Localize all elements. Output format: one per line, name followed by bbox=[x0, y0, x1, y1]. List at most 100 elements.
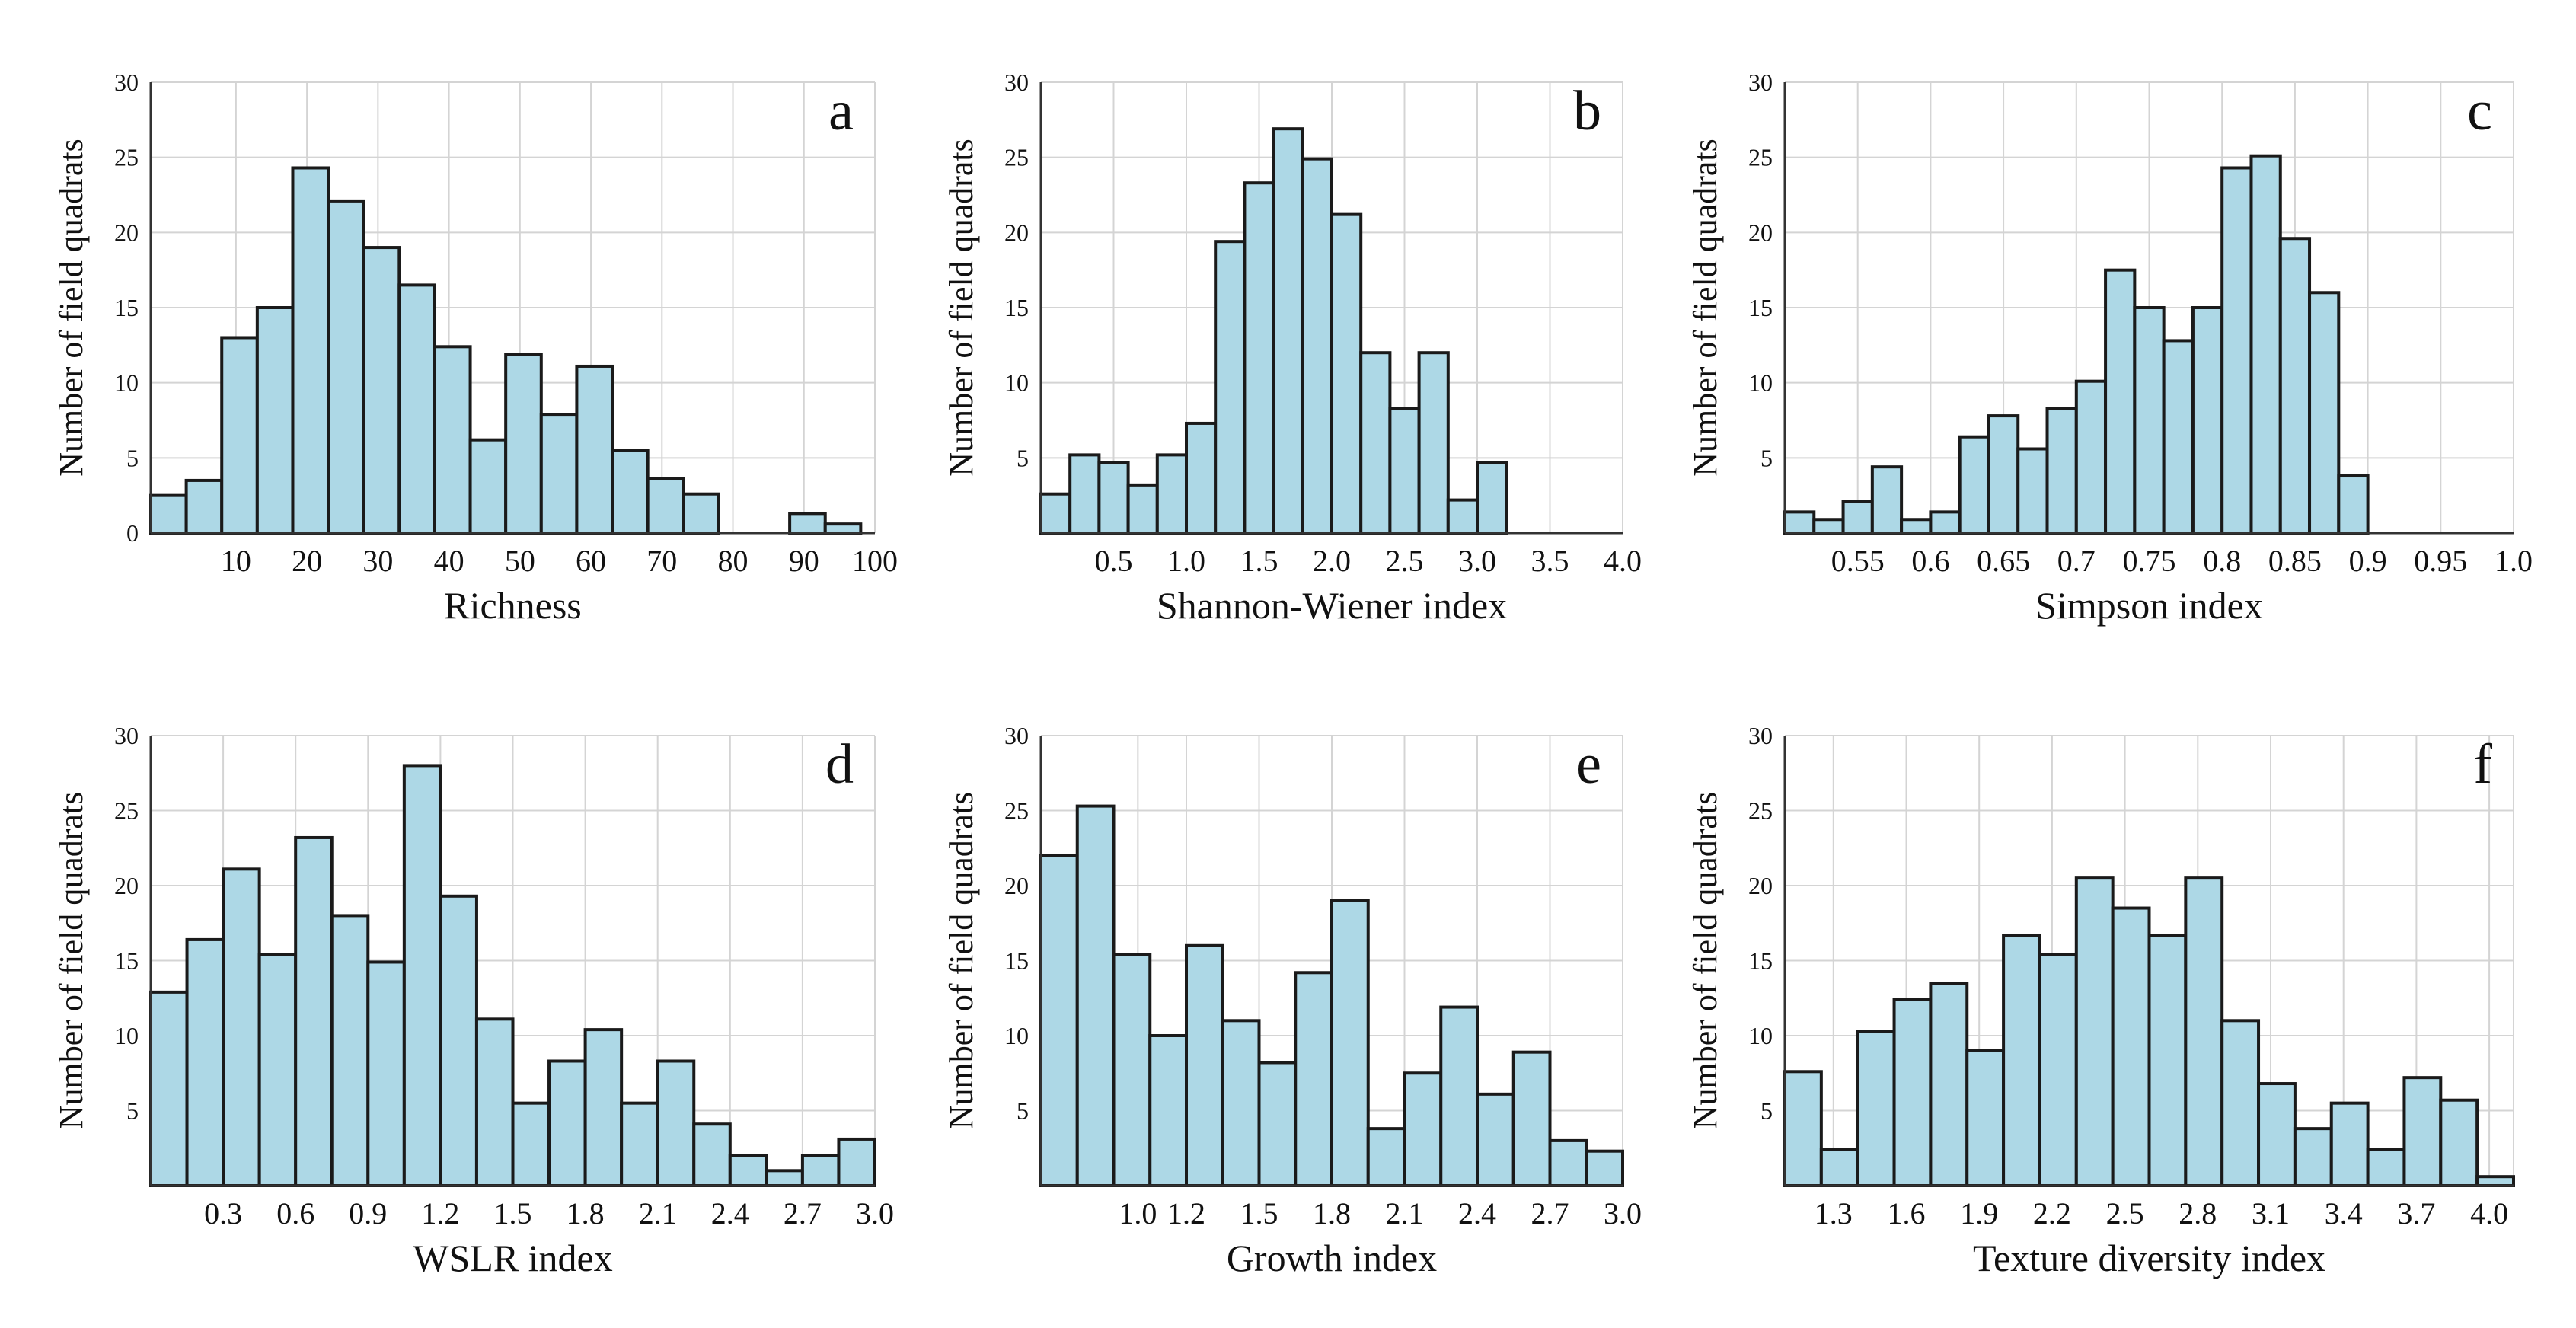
histogram-bar bbox=[397, 283, 436, 535]
x-tick-label: 1.8 bbox=[567, 1196, 605, 1231]
histogram-bar bbox=[2038, 953, 2078, 1187]
panel-letter: b bbox=[1573, 80, 1601, 142]
x-tick-label: 2.8 bbox=[2179, 1196, 2217, 1231]
x-tick-label: 80 bbox=[718, 544, 749, 578]
histogram-bar bbox=[1039, 492, 1072, 535]
histogram-bar bbox=[1841, 500, 1874, 535]
histogram-bar bbox=[1330, 212, 1363, 535]
histogram-bar bbox=[1783, 510, 1816, 535]
x-tick-label: 1.5 bbox=[1240, 544, 1278, 578]
y-tick-label: 20 bbox=[1004, 872, 1029, 899]
histogram-bar bbox=[575, 364, 614, 535]
x-tick-label: 0.6 bbox=[276, 1196, 314, 1231]
x-tick-label: 2.5 bbox=[1386, 544, 1424, 578]
x-tick-label: 100 bbox=[852, 544, 898, 578]
x-tick-label: 1.2 bbox=[421, 1196, 459, 1231]
histogram-bar bbox=[504, 353, 543, 535]
histogram-bar bbox=[1965, 1049, 2006, 1187]
histogram-bar bbox=[682, 492, 720, 535]
histogram-bar bbox=[220, 336, 259, 535]
histogram-panel-f: 1.3 1.6 1.9 2.2 2.5 2.8 3.1 3.4 3.7 4.0 5 10 15 20 25 3… bbox=[1687, 722, 2515, 1279]
histogram-bar bbox=[2184, 876, 2224, 1188]
histogram-bar bbox=[1783, 1070, 1823, 1188]
x-tick-label: 50 bbox=[505, 544, 535, 578]
histogram-bar bbox=[800, 1154, 841, 1187]
x-tick-label: 1.0 bbox=[2495, 544, 2533, 578]
y-axis-label: Number of field quadrats bbox=[1687, 139, 1724, 477]
histogram-bar bbox=[1929, 982, 1969, 1188]
histogram-bar bbox=[257, 953, 298, 1187]
y-tick-label: 20 bbox=[1004, 219, 1029, 246]
x-tick-label: 0.85 bbox=[2268, 544, 2322, 578]
histogram-bar bbox=[1366, 1127, 1406, 1188]
x-tick-label: 4.0 bbox=[1604, 544, 1642, 578]
x-tick-label: 1.8 bbox=[1313, 1196, 1351, 1231]
histogram-bar bbox=[823, 522, 863, 535]
x-axis-label: Texture diversity index bbox=[1973, 1237, 2325, 1279]
x-tick-label: 0.9 bbox=[349, 1196, 387, 1231]
histogram-bar bbox=[2402, 1076, 2443, 1188]
histogram-bar bbox=[1870, 465, 1904, 535]
y-axis-label: Number of field quadrats bbox=[53, 792, 90, 1130]
x-axis-label: Shannon-Wiener index bbox=[1157, 584, 1507, 627]
histogram-bar bbox=[728, 1154, 768, 1187]
histogram-bar bbox=[2439, 1098, 2479, 1187]
y-tick-label: 30 bbox=[114, 722, 139, 749]
x-tick-label: 4.0 bbox=[2470, 1196, 2508, 1231]
histogram-bar bbox=[1068, 453, 1101, 535]
histogram-bar bbox=[1075, 804, 1116, 1187]
x-tick-label: 1.5 bbox=[1240, 1196, 1278, 1231]
histogram-bar bbox=[2220, 166, 2253, 535]
histogram-bar bbox=[1987, 414, 2020, 535]
histogram-bar bbox=[2191, 306, 2224, 535]
histogram-bar bbox=[2249, 154, 2282, 535]
x-axis-label: Richness bbox=[444, 584, 582, 627]
histogram-bar bbox=[1900, 518, 1933, 535]
y-tick-label: 10 bbox=[114, 369, 139, 397]
histogram-bar bbox=[1243, 181, 1275, 535]
y-tick-label: 25 bbox=[114, 797, 139, 825]
histogram-bar bbox=[1214, 240, 1247, 535]
x-tick-label: 0.7 bbox=[2057, 544, 2096, 578]
y-tick-label: 15 bbox=[1748, 947, 1773, 975]
y-tick-label: 30 bbox=[1004, 69, 1029, 96]
x-tick-label: 0.95 bbox=[2414, 544, 2467, 578]
histogram-panel-c: 0.55 0.6 0.65 0.7 0.75 0.8 0.85 0.9 0.95 1.0 5 10 15… bbox=[1687, 69, 2533, 627]
x-tick-label: 40 bbox=[434, 544, 464, 578]
y-tick-label: 10 bbox=[1748, 1022, 1773, 1049]
x-tick-label: 2.5 bbox=[2106, 1196, 2144, 1231]
histogram-bar bbox=[2162, 339, 2195, 535]
histogram-bar bbox=[184, 478, 224, 535]
x-tick-label: 3.5 bbox=[1531, 544, 1569, 578]
histogram-bar bbox=[1185, 421, 1218, 535]
y-tick-label: 20 bbox=[114, 219, 139, 246]
x-tick-label: 20 bbox=[292, 544, 322, 578]
y-tick-label: 25 bbox=[1748, 144, 1773, 171]
histogram-panel-d: 0.3 0.6 0.9 1.2 1.5 1.8 2.1 2.4 2.7 3.0 5 10 15 20 25 3… bbox=[53, 722, 894, 1279]
histogram-bar bbox=[1476, 1092, 1515, 1187]
histogram-bar bbox=[646, 477, 685, 535]
panel-letter: f bbox=[2473, 733, 2492, 796]
histogram-bar bbox=[692, 1122, 732, 1187]
y-tick-label: 25 bbox=[1004, 797, 1029, 825]
y-tick-label: 20 bbox=[1748, 872, 1773, 899]
x-tick-label: 10 bbox=[221, 544, 251, 578]
histogram-bar bbox=[1812, 518, 1845, 535]
x-tick-label: 2.2 bbox=[2033, 1196, 2071, 1231]
x-tick-label: 1.5 bbox=[494, 1196, 532, 1231]
histogram-bar bbox=[291, 166, 330, 535]
histogram-bar bbox=[1446, 498, 1480, 535]
y-tick-label: 25 bbox=[1004, 144, 1029, 171]
histogram-bar bbox=[1294, 971, 1333, 1187]
x-tick-label: 3.0 bbox=[856, 1196, 894, 1231]
histogram-bar bbox=[185, 937, 225, 1188]
histogram-bar bbox=[362, 246, 401, 535]
x-tick-label: 3.4 bbox=[2325, 1196, 2363, 1231]
y-axis-label: Number of field quadrats bbox=[943, 139, 980, 477]
histogram-bar bbox=[1039, 854, 1079, 1187]
y-tick-label: 25 bbox=[1748, 797, 1773, 825]
x-tick-label: 0.8 bbox=[2203, 544, 2241, 578]
x-tick-label: 60 bbox=[576, 544, 606, 578]
histogram-bar bbox=[222, 867, 261, 1187]
histogram-panel-b: 0.5 1.0 1.5 2.0 2.5 3.0 3.5 4.0 5 10 15 20 25 30 Shann… bbox=[943, 69, 1642, 627]
